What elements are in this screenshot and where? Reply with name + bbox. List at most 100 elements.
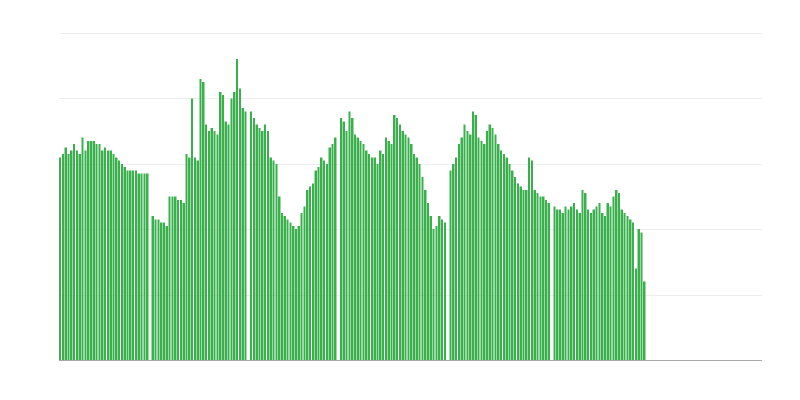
bar[interactable]: [176, 199, 180, 360]
bar[interactable]: [443, 222, 446, 360]
bar[interactable]: [325, 163, 329, 360]
bar[interactable]: [328, 147, 331, 360]
bar[interactable]: [294, 229, 298, 360]
bar[interactable]: [640, 232, 643, 360]
bar[interactable]: [348, 111, 351, 360]
bar[interactable]: [561, 212, 564, 360]
bar[interactable]: [252, 118, 255, 361]
bar[interactable]: [297, 225, 300, 360]
bar[interactable]: [123, 167, 126, 360]
bar[interactable]: [404, 134, 407, 360]
bar[interactable]: [572, 203, 576, 360]
bar[interactable]: [547, 203, 550, 360]
bar[interactable]: [143, 173, 146, 360]
bar[interactable]: [558, 209, 562, 360]
bar[interactable]: [542, 196, 545, 361]
bar[interactable]: [75, 150, 79, 360]
bar[interactable]: [401, 131, 404, 360]
bar[interactable]: [567, 209, 570, 360]
bar[interactable]: [179, 199, 182, 360]
bar[interactable]: [617, 193, 621, 360]
bar[interactable]: [356, 137, 359, 360]
bar[interactable]: [435, 225, 438, 360]
bar[interactable]: [412, 153, 416, 360]
bar[interactable]: [81, 137, 84, 360]
bar[interactable]: [505, 157, 508, 360]
bar[interactable]: [106, 150, 109, 360]
bar[interactable]: [384, 137, 387, 360]
bar[interactable]: [210, 127, 213, 360]
bar[interactable]: [191, 98, 194, 361]
bar[interactable]: [637, 229, 640, 360]
bar[interactable]: [353, 134, 357, 360]
bar[interactable]: [615, 189, 618, 360]
bar[interactable]: [466, 131, 469, 360]
bar[interactable]: [286, 219, 289, 360]
bar[interactable]: [598, 203, 601, 360]
bar[interactable]: [609, 206, 612, 360]
bar[interactable]: [162, 222, 166, 360]
bar[interactable]: [424, 189, 427, 360]
bar[interactable]: [70, 150, 73, 360]
bar[interactable]: [601, 212, 604, 360]
bar[interactable]: [157, 219, 160, 360]
bar[interactable]: [612, 196, 615, 361]
bar[interactable]: [592, 209, 595, 360]
bar[interactable]: [255, 124, 258, 360]
bar[interactable]: [570, 206, 573, 360]
bar[interactable]: [623, 212, 626, 360]
bar[interactable]: [483, 144, 486, 360]
bar[interactable]: [575, 209, 578, 360]
bar[interactable]: [67, 153, 70, 360]
bar[interactable]: [370, 157, 373, 360]
bar[interactable]: [455, 157, 458, 360]
bar[interactable]: [92, 140, 95, 360]
bar[interactable]: [314, 170, 317, 360]
bar[interactable]: [539, 196, 542, 361]
bar[interactable]: [581, 189, 584, 360]
bar[interactable]: [502, 153, 505, 360]
bar[interactable]: [499, 150, 503, 360]
bar[interactable]: [154, 219, 157, 360]
bar[interactable]: [432, 229, 435, 360]
bar[interactable]: [393, 114, 396, 360]
bar[interactable]: [595, 206, 598, 360]
bar[interactable]: [117, 160, 121, 360]
bar[interactable]: [620, 209, 623, 360]
bar[interactable]: [376, 163, 379, 360]
bar[interactable]: [73, 144, 76, 360]
bar[interactable]: [87, 140, 90, 360]
bar[interactable]: [258, 127, 261, 360]
bar[interactable]: [235, 59, 239, 360]
bar[interactable]: [227, 124, 230, 360]
bar[interactable]: [629, 219, 632, 360]
bar[interactable]: [634, 268, 637, 360]
bar[interactable]: [553, 206, 556, 360]
bar[interactable]: [606, 203, 609, 360]
bar[interactable]: [587, 209, 590, 360]
bar[interactable]: [308, 186, 312, 360]
bar[interactable]: [213, 131, 216, 360]
bar[interactable]: [584, 193, 587, 360]
bar[interactable]: [407, 137, 410, 360]
bar[interactable]: [84, 150, 87, 360]
bar[interactable]: [168, 196, 171, 361]
bar[interactable]: [390, 144, 393, 360]
bar[interactable]: [578, 212, 581, 360]
bar[interactable]: [460, 137, 463, 360]
bar[interactable]: [306, 189, 309, 360]
bar[interactable]: [491, 127, 494, 360]
bar[interactable]: [339, 118, 343, 361]
bar[interactable]: [269, 157, 272, 360]
bar[interactable]: [137, 173, 140, 360]
bar[interactable]: [410, 144, 413, 360]
bar[interactable]: [519, 186, 522, 360]
bar[interactable]: [249, 111, 253, 360]
bar[interactable]: [280, 212, 284, 360]
bar[interactable]: [241, 108, 244, 361]
bar[interactable]: [185, 153, 188, 360]
bar[interactable]: [626, 216, 629, 360]
bar[interactable]: [126, 170, 129, 360]
bar[interactable]: [89, 140, 93, 360]
bar[interactable]: [140, 173, 143, 360]
